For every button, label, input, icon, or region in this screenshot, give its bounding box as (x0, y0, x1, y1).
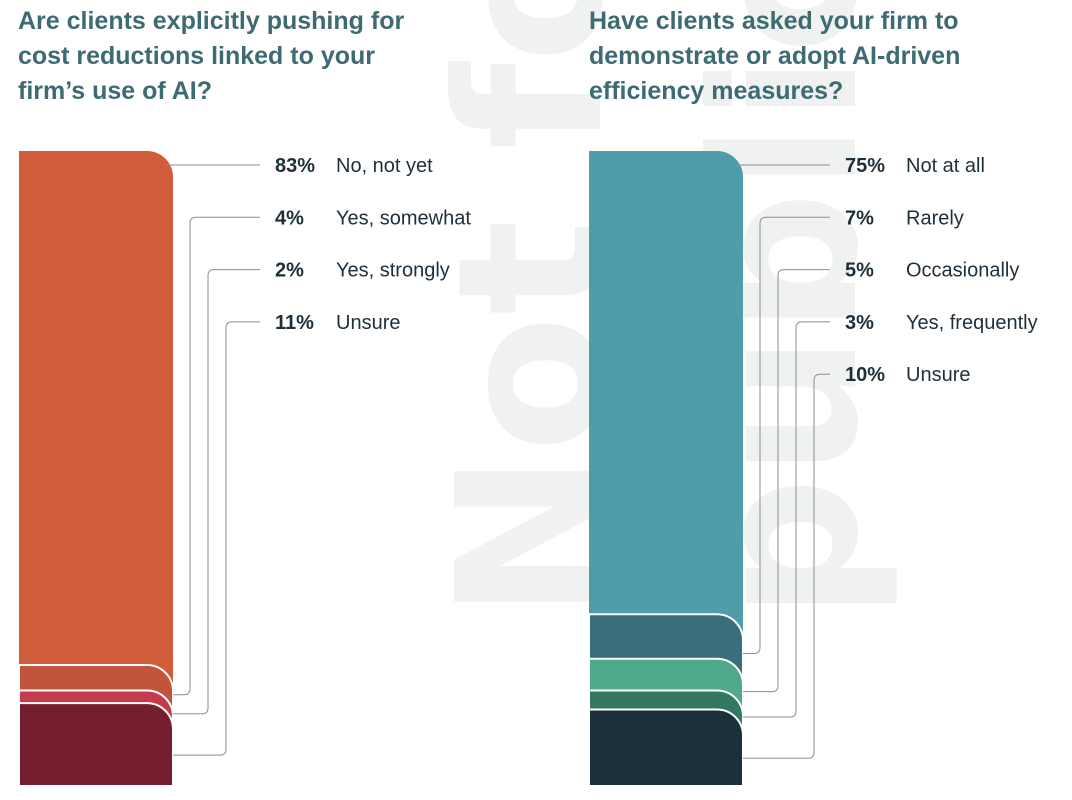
bar-segment-unsure (18, 702, 174, 787)
chart-panel-ai-efficiency-requests: Have clients asked your firm to demonstr… (570, 0, 1072, 800)
chart-title: Are clients explicitly pushing for cost … (18, 7, 405, 105)
category-label-yes-somewhat: Yes, somewhat (336, 207, 471, 229)
value-label-occasionally: 5% (845, 260, 874, 282)
bar-segments (18, 151, 174, 787)
stacked-bar-chart: 83% No, not yet 4% Yes, somewhat 2% Yes, stro… (18, 151, 471, 787)
category-label-unsure: Unsure (336, 312, 400, 334)
value-label-unsure: 11% (275, 312, 314, 334)
value-label-not-at-all: 75% (845, 155, 885, 177)
bar-segment-unsure (588, 708, 744, 787)
legend-labels: 75% Not at all 7% Rarely 5% Occasionally 3% Yes… (735, 155, 1038, 759)
chart-panel-client-cost-pressure: Are clients explicitly pushing for cost … (18, 7, 471, 787)
value-label-yes-somewhat: 4% (275, 207, 304, 229)
value-label-yes-frequently: 3% (845, 312, 874, 334)
connector-yes-somewhat (173, 216, 260, 696)
category-label-not-at-all: Not at all (906, 155, 985, 177)
chart-title: Have clients asked your firm to demonstr… (589, 7, 961, 105)
category-label-no-not-yet: No, not yet (336, 155, 433, 177)
value-label-unsure: 10% (845, 364, 885, 386)
stacked-bar-chart: 75% Not at all 7% Rarely 5% Occasionally 3% Yes… (588, 151, 1038, 787)
connector-occasionally (743, 269, 830, 693)
category-label-occasionally: Occasionally (906, 260, 1019, 282)
value-label-yes-strongly: 2% (275, 260, 304, 282)
bar-segments (588, 151, 744, 787)
connector-rarely (743, 216, 830, 654)
connector-unsure (743, 373, 830, 759)
category-label-yes-strongly: Yes, strongly (336, 260, 450, 282)
connector-yes-strongly (173, 269, 260, 715)
category-label-rarely: Rarely (906, 207, 964, 229)
connector-unsure (173, 321, 260, 756)
connector-yes-frequently (743, 321, 830, 718)
legend-labels: 83% No, not yet 4% Yes, somewhat 2% Yes, stro… (165, 155, 471, 756)
value-label-rarely: 7% (845, 207, 874, 229)
bar-segment-no-not-yet (19, 151, 173, 786)
value-label-no-not-yet: 83% (275, 155, 315, 177)
category-label-unsure: Unsure (906, 364, 970, 386)
category-label-yes-frequently: Yes, frequently (906, 312, 1038, 334)
